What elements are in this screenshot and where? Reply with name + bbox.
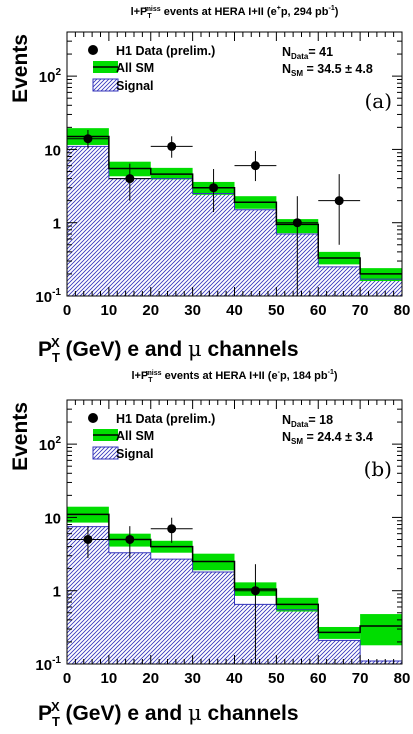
x-tick-label: 60 [310,302,327,319]
legend-marker-data [88,45,98,55]
x-tick-label: 70 [352,670,369,687]
sm-uncertainty-band [360,614,402,646]
y-tick-label: 10 [44,510,61,527]
x-tick-label: 20 [142,302,159,319]
signal-bar [150,559,193,664]
x-tick-label: 70 [352,302,369,319]
data-point [292,218,302,228]
data-point [250,586,260,596]
x-tick-label: 0 [63,670,71,687]
chart-title: l+PTmiss events at HERA I+II (e-p, 184 p… [131,369,337,384]
n-data-label: NData= 41 [282,45,333,61]
y-tick-label: 1 [53,584,61,601]
y-tick-label: 10-1 [35,287,61,306]
x-tick-label: 30 [184,302,201,319]
x-axis-label: PTX (GeV) e and μ channels [38,699,299,729]
x-tick-label: 40 [226,670,243,687]
y-tick-label: 102 [39,67,62,86]
legend-swatch-signal [92,78,119,92]
y-tick-label: 10-1 [35,655,61,674]
x-tick-label: 80 [394,302,411,319]
legend-label-data: H1 Data (prelim.) [116,44,215,58]
x-axis-label: PTX (GeV) e and μ channels [38,335,299,365]
data-point [334,196,344,206]
n-sm-label: NSM = 34.5 ± 4.8 [282,62,373,78]
legend-swatch-signal [92,446,119,460]
data-point [167,141,177,151]
signal-bar [234,209,277,296]
y-axis-label: Events [9,402,32,471]
x-tick-label: 10 [101,302,118,319]
chart-panel-b: 0 10 20 30 40 50 60 70 80 10-1 1 10 102 l+PTmiss even… [9,369,410,729]
x-tick-label: 80 [394,670,411,687]
data-point [209,183,219,193]
data-point [83,134,93,144]
legend-label-sm: All SM [116,429,154,443]
legend-label-signal: Signal [116,79,154,93]
signal-bar [192,571,235,664]
n-data-label: NData= 18 [282,413,333,429]
signal-bar [360,279,402,296]
chart-panel-a: 0 10 20 30 40 50 60 70 80 10-1 1 10 102 l+PTmiss even… [9,5,410,365]
x-tick-label: 40 [226,302,243,319]
signal-bar [276,609,319,664]
x-tick-label: 50 [268,670,285,687]
y-tick-label: 10 [44,142,61,159]
data-point [83,534,93,544]
data-point [125,174,135,184]
x-tick-label: 30 [184,670,201,687]
signal-bar [67,146,109,296]
data-point [250,161,260,171]
legend-label-sm: All SM [116,61,154,75]
legend-label-signal: Signal [116,447,154,461]
chart-title: l+PTmiss events at HERA I+II (e+p, 294 p… [131,5,339,20]
signal-bar [150,178,193,296]
x-tick-label: 50 [268,302,285,319]
legend-marker-data [88,413,98,423]
x-tick-label: 0 [63,302,71,319]
x-tick-label: 60 [310,670,327,687]
panel-label: (b) [364,457,392,481]
signal-bar [360,660,402,664]
signal-bar [318,640,361,664]
panel-label: (a) [364,89,392,113]
y-tick-label: 102 [39,435,62,454]
n-sm-label: NSM = 24.4 ± 3.4 [282,430,373,446]
y-tick-label: 1 [53,216,61,233]
signal-bar [318,266,361,296]
data-point [167,524,177,534]
data-point [125,534,135,544]
y-axis-label: Events [9,34,32,103]
x-tick-label: 10 [101,670,118,687]
legend-label-data: H1 Data (prelim.) [116,412,215,426]
signal-bar [108,552,151,664]
x-tick-label: 20 [142,670,159,687]
